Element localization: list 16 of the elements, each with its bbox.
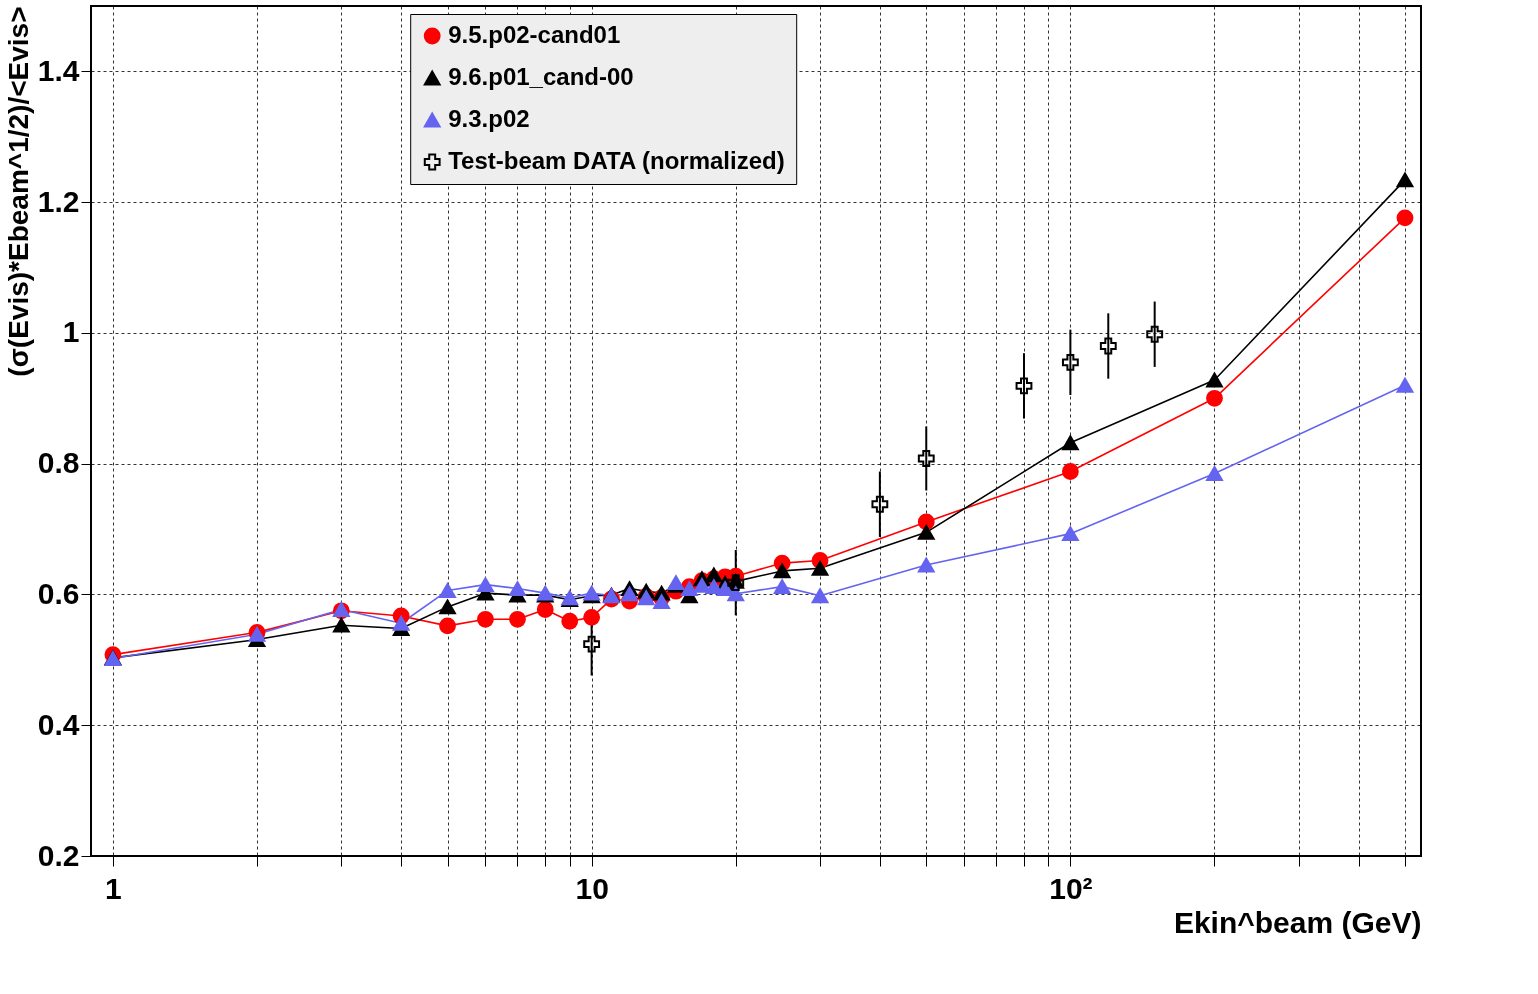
y-tick-label: 1.2	[37, 184, 80, 218]
legend-label: Test-beam DATA (normalized)	[448, 147, 785, 174]
y-tick-label: 1.4	[37, 53, 80, 87]
y-axis-title: (σ(Evis)*Ebeam^1/2)/<Evis>	[2, 6, 34, 377]
y-tick-label: 0.2	[37, 838, 80, 872]
legend-label: 9.5.p02-cand01	[448, 21, 621, 48]
legend-label: 9.3.p02	[448, 105, 530, 132]
x-axis-title: Ekin^beam (GeV)	[1173, 905, 1422, 939]
legend-label: 9.6.p01_cand-00	[448, 63, 634, 90]
x-tick-label: 10²	[1049, 871, 1093, 905]
y-tick-label: 0.8	[37, 446, 80, 480]
y-tick-label: 0.6	[37, 576, 80, 610]
x-tick-label: 10	[575, 871, 609, 905]
y-tick-label: 1	[62, 315, 80, 349]
y-tick-label: 0.4	[37, 707, 80, 741]
x-tick-label: 1	[105, 871, 122, 905]
